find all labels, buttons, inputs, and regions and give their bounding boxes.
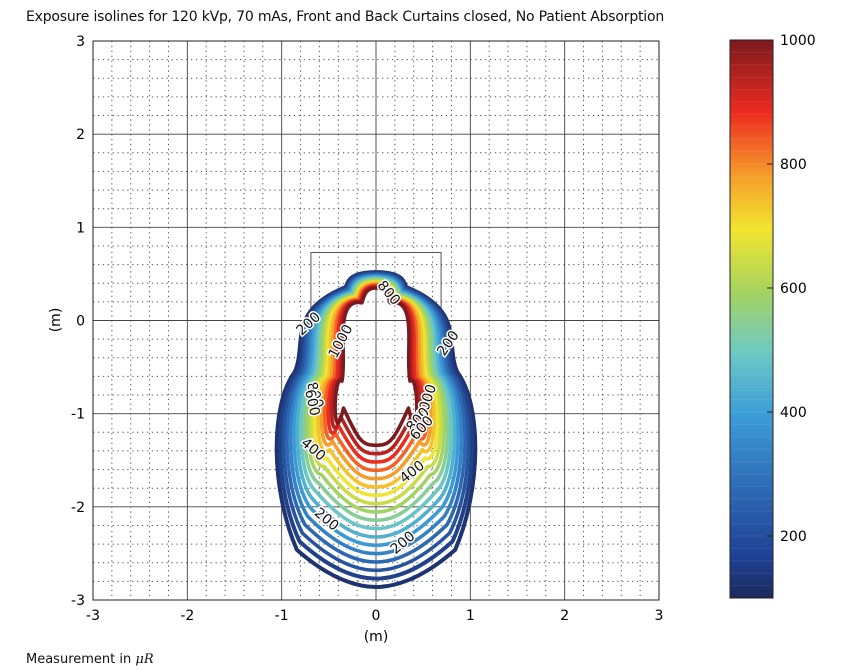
contour-line: [302, 277, 450, 523]
x-tick-label: 0: [372, 608, 381, 624]
contour-line: [329, 285, 423, 456]
x-tick-label: 3: [655, 608, 664, 624]
contour-line: [295, 275, 457, 539]
contour-line: [333, 286, 419, 448]
contour-line: [312, 280, 440, 498]
contour-line: [285, 273, 467, 564]
contour-line: [288, 274, 464, 556]
x-tick-label: 2: [560, 608, 569, 624]
contour-line: [274, 270, 478, 589]
curtain-outline: [310, 251, 442, 328]
colorbar-tick-label: 400: [780, 405, 807, 421]
colorbar-tick-label: 1000: [780, 33, 816, 49]
y-tick-label: 0: [76, 314, 85, 330]
contour-line: [292, 274, 460, 548]
contour-line: [278, 271, 474, 581]
colorbar-frame: [729, 39, 774, 599]
colorbar-gradient: [730, 40, 773, 598]
contour-line: [309, 279, 443, 506]
contour-line: [319, 282, 433, 481]
plot-frame: [92, 40, 660, 601]
measurement-unit: μR: [135, 652, 154, 667]
y-tick-label: -2: [71, 500, 85, 516]
contour-line: [298, 276, 454, 531]
x-tick-label: -3: [86, 608, 100, 624]
contour-lines: [274, 270, 478, 589]
contour-line: [281, 272, 471, 573]
colorbar-tick-label: 600: [780, 281, 807, 297]
contour-line: [316, 281, 436, 489]
curtain-rectangle: [310, 251, 442, 328]
x-axis-label: (m): [364, 629, 389, 645]
major-grid: [92, 40, 660, 601]
y-tick-label: -3: [71, 593, 85, 609]
x-tick-label: 1: [466, 608, 475, 624]
colorbar: 200 400 600 800 1000: [729, 33, 816, 599]
chart-title: Exposure isolines for 120 kVp, 70 mAs, F…: [26, 9, 665, 25]
y-tick-label: 1: [76, 220, 85, 236]
y-axis-label: (m): [48, 308, 64, 333]
measurement-note: Measurement in μR: [26, 652, 154, 667]
measurement-prefix: Measurement in: [26, 652, 132, 667]
colorbar-tick-label: 800: [780, 157, 807, 173]
x-tick-label: -1: [275, 608, 289, 624]
y-axis-ticks: -3 -2 -1 0 1 2 3: [71, 34, 85, 609]
contour-line: [323, 283, 429, 473]
y-tick-label: 2: [76, 127, 85, 143]
contour-line: [326, 284, 426, 464]
y-tick-label: -1: [71, 407, 85, 423]
y-tick-label: 3: [76, 34, 85, 50]
x-axis-ticks: -3 -2 -1 0 1 2 3: [86, 608, 663, 624]
colorbar-tick-label: 200: [780, 529, 807, 545]
x-tick-label: -2: [180, 608, 194, 624]
contour-line: [305, 278, 447, 514]
